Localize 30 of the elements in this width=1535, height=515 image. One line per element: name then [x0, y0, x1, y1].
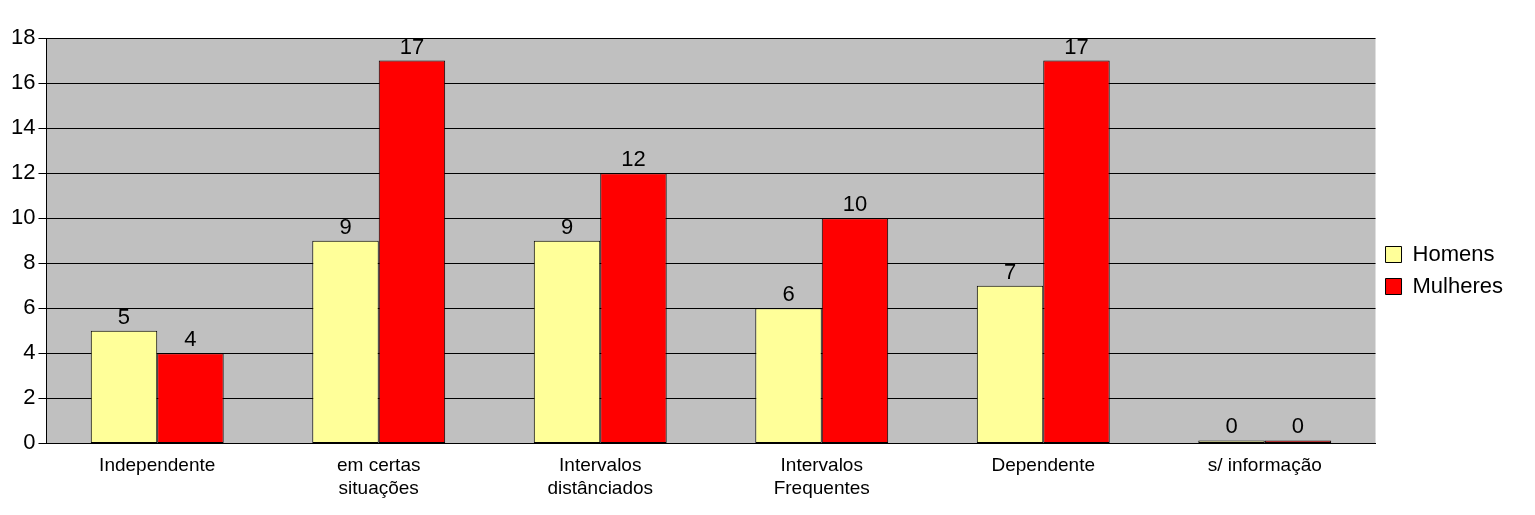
- data-label: 9: [560, 213, 574, 239]
- y-tick-label: 12: [10, 159, 36, 185]
- y-tick-label: 16: [10, 69, 36, 95]
- data-label: 5: [117, 303, 131, 329]
- x-tick-label: em certas situações: [337, 454, 421, 498]
- data-label: 0: [1225, 413, 1238, 439]
- data-label: 17: [1064, 33, 1089, 59]
- data-label: 12: [621, 146, 646, 172]
- y-tick-label: 8: [23, 249, 36, 275]
- y-tick-label: 0: [23, 429, 36, 455]
- y-tick-label: 14: [10, 114, 36, 140]
- data-label: 17: [399, 33, 425, 59]
- x-tick-label: Intervalos Frequentes: [773, 454, 870, 498]
- y-tick-label: 4: [23, 339, 36, 365]
- legend-label: Homens: [1412, 240, 1495, 266]
- y-tick-label: 10: [10, 204, 36, 230]
- y-tick-label: 2: [23, 384, 36, 410]
- data-label: 9: [339, 213, 352, 239]
- legend-label: Mulheres: [1412, 272, 1503, 298]
- y-tick-label: 6: [23, 294, 36, 320]
- x-tick-label: Independente: [99, 454, 216, 476]
- x-tick-label: s/ informação: [1207, 454, 1322, 476]
- x-tick-label: Intervalos distânciados: [547, 454, 654, 498]
- data-label: 6: [782, 281, 795, 307]
- data-label: 4: [184, 326, 197, 352]
- data-label: 0: [1291, 413, 1305, 439]
- y-tick-label: 18: [10, 24, 36, 50]
- data-label: 7: [1003, 258, 1017, 284]
- x-tick-label: Dependente: [991, 454, 1096, 476]
- data-label: 10: [842, 191, 868, 217]
